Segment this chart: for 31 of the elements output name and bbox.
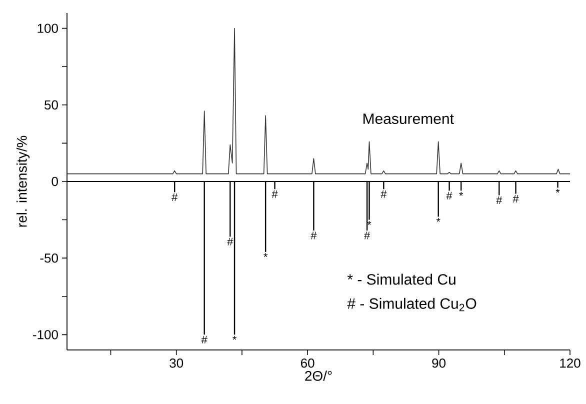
annotation: #	[272, 190, 278, 198]
annotation: #	[227, 238, 234, 246]
annotation: * - Simulated Cu	[347, 274, 456, 285]
y-tick-label: 50	[44, 100, 58, 110]
annotation: #	[496, 196, 502, 204]
y-tick-label: -100	[33, 330, 58, 340]
annotation: *	[436, 218, 440, 222]
y-tick-label: 0	[52, 176, 58, 186]
series-label: Measurement	[364, 114, 454, 124]
annotation: # - Simulated Cu$_{2}$O	[347, 298, 476, 312]
annotation: *	[367, 220, 372, 225]
annotation: *	[556, 188, 560, 193]
x-axis-title: 2Θ/°	[305, 370, 332, 381]
x-tick-label: 30	[170, 358, 184, 368]
annotation: #	[201, 336, 208, 344]
y-axis-title: rel. intensity/%	[16, 136, 30, 227]
annotation: #	[380, 190, 387, 198]
y-tick-label: 100	[38, 24, 58, 33]
annotation: #	[446, 192, 452, 200]
annotation: *	[264, 253, 268, 258]
x-tick-label: 90	[432, 358, 446, 368]
y-tick-label: -50	[40, 253, 58, 263]
annotation: *	[232, 336, 236, 340]
annotation: #	[172, 193, 178, 201]
annotation: #	[310, 232, 317, 240]
annotation: *	[459, 192, 464, 196]
x-tick-label: 120	[560, 358, 580, 368]
annotation: #	[364, 232, 370, 240]
annotation: #	[512, 194, 519, 202]
line-series	[66, 28, 570, 174]
x-tick-label: 60	[300, 358, 314, 368]
